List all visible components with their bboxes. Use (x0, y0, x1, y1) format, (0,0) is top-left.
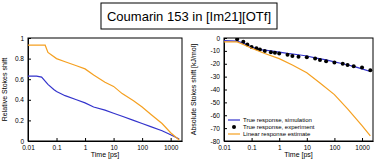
series-line (28, 76, 179, 139)
tick: 1000 (355, 138, 370, 151)
y-label: Relative Stokes shift (1, 58, 8, 121)
tick-label: 1 (84, 144, 88, 151)
tick: 1 (84, 138, 88, 151)
data-point (269, 50, 273, 54)
tick: 0.6 (15, 76, 31, 83)
tick-label: 100 (137, 144, 148, 151)
plot-frame (224, 38, 373, 141)
tick-label: -60 (211, 112, 221, 119)
tick-label: -80 (211, 138, 221, 145)
chart-1: 0.01 0.1 1 10 100 1000 -80 -70 -60 -50 -40 -30 -20 -1… (190, 35, 374, 159)
legend-line (228, 133, 240, 134)
legend-line (228, 119, 240, 120)
data-point (352, 64, 356, 68)
tick: 10 (304, 138, 312, 151)
data-point (346, 63, 350, 67)
tick-label: 1 (278, 144, 282, 151)
tick-label: 0.4 (15, 96, 24, 103)
tick-label: 100 (329, 144, 340, 151)
legend: True response, simulationTrue response, … (228, 117, 315, 137)
tick-label: -50 (211, 99, 221, 106)
tick: -60 (211, 112, 227, 119)
x-label: Time [ps] (284, 151, 313, 159)
tick-label: 1000 (355, 144, 370, 151)
x-axis: 0.01 0.1 1 10 100 1000 (22, 138, 182, 151)
x-label: Time [ps] (91, 151, 120, 159)
plot-area (224, 38, 372, 136)
legend-label: True response, experiment (243, 124, 315, 130)
series-line (28, 45, 179, 140)
tick-label: -10 (211, 47, 221, 54)
tick-label: 0.1 (248, 144, 257, 151)
data-point (368, 68, 372, 72)
tick: 100 (137, 138, 148, 151)
plot-frame (28, 38, 182, 141)
tick: -10 (211, 47, 227, 54)
data-point (341, 62, 345, 66)
data-point (290, 54, 294, 58)
tick-label: 1000 (164, 144, 179, 151)
tick: -40 (211, 86, 227, 93)
data-point (273, 51, 277, 55)
tick-label: 1 (20, 35, 24, 42)
figure: Coumarin 153 in [Im21][OTf]0.010.1110100… (0, 0, 378, 159)
tick: -30 (211, 73, 227, 80)
data-point (324, 59, 328, 63)
tick-label: 10 (304, 144, 312, 151)
data-point (286, 53, 290, 57)
data-point (277, 51, 281, 55)
y-axis: -80 -70 -60 -50 -40 -30 -20 -10 0 (211, 35, 227, 145)
title-group: Coumarin 153 in [Im21][OTf] (101, 3, 277, 29)
chart-0: 0.010.1110100100000.20.40.60.81Time [ps]… (1, 35, 183, 159)
tick: -50 (211, 99, 227, 106)
legend-label: True response, simulation (243, 117, 312, 123)
y-label: Absolute Stokes shift [kJ/mol] (190, 44, 198, 135)
tick-label: 0.01 (218, 144, 231, 151)
tick: -20 (211, 60, 227, 67)
legend-marker (232, 125, 236, 129)
series-line (224, 42, 370, 136)
tick: 0.1 (248, 138, 257, 151)
tick: 0.8 (15, 55, 31, 62)
data-point (332, 60, 336, 64)
plot-area (28, 45, 179, 140)
data-point (360, 66, 364, 70)
title-box (101, 3, 277, 29)
data-point (235, 38, 239, 41)
tick-label: 0.6 (15, 76, 24, 83)
data-point (297, 55, 301, 59)
y-axis: 0 0.2 0.4 0.6 0.8 1 (15, 35, 31, 145)
data-point (313, 57, 317, 61)
tick-label: -70 (211, 125, 221, 132)
tick-label: 0.1 (53, 144, 62, 151)
tick: 100 (329, 138, 340, 151)
tick-label: 0 (20, 138, 24, 145)
tick-label: -20 (211, 60, 221, 67)
tick: 1000 (164, 138, 179, 151)
title: Coumarin 153 in [Im21][OTf] (107, 9, 271, 24)
tick-label: 0 (216, 35, 220, 42)
tick-label: 0.01 (22, 144, 35, 151)
data-point (305, 55, 309, 59)
tick-label: -40 (211, 86, 221, 93)
data-point (318, 58, 322, 62)
tick-label: 10 (110, 144, 118, 151)
x-axis: 0.01 0.1 1 10 100 1000 (218, 138, 373, 151)
legend-label: Linear response estimate (243, 131, 311, 137)
tick-label: 0.2 (15, 117, 24, 124)
tick-label: 0.8 (15, 55, 24, 62)
tick: 10 (110, 138, 118, 151)
tick: -70 (211, 125, 227, 132)
tick-label: -30 (211, 73, 221, 80)
tick: 0.4 (15, 96, 31, 103)
tick: 0.1 (53, 138, 62, 151)
tick: 0.2 (15, 117, 31, 124)
tick: 1 (278, 138, 282, 151)
